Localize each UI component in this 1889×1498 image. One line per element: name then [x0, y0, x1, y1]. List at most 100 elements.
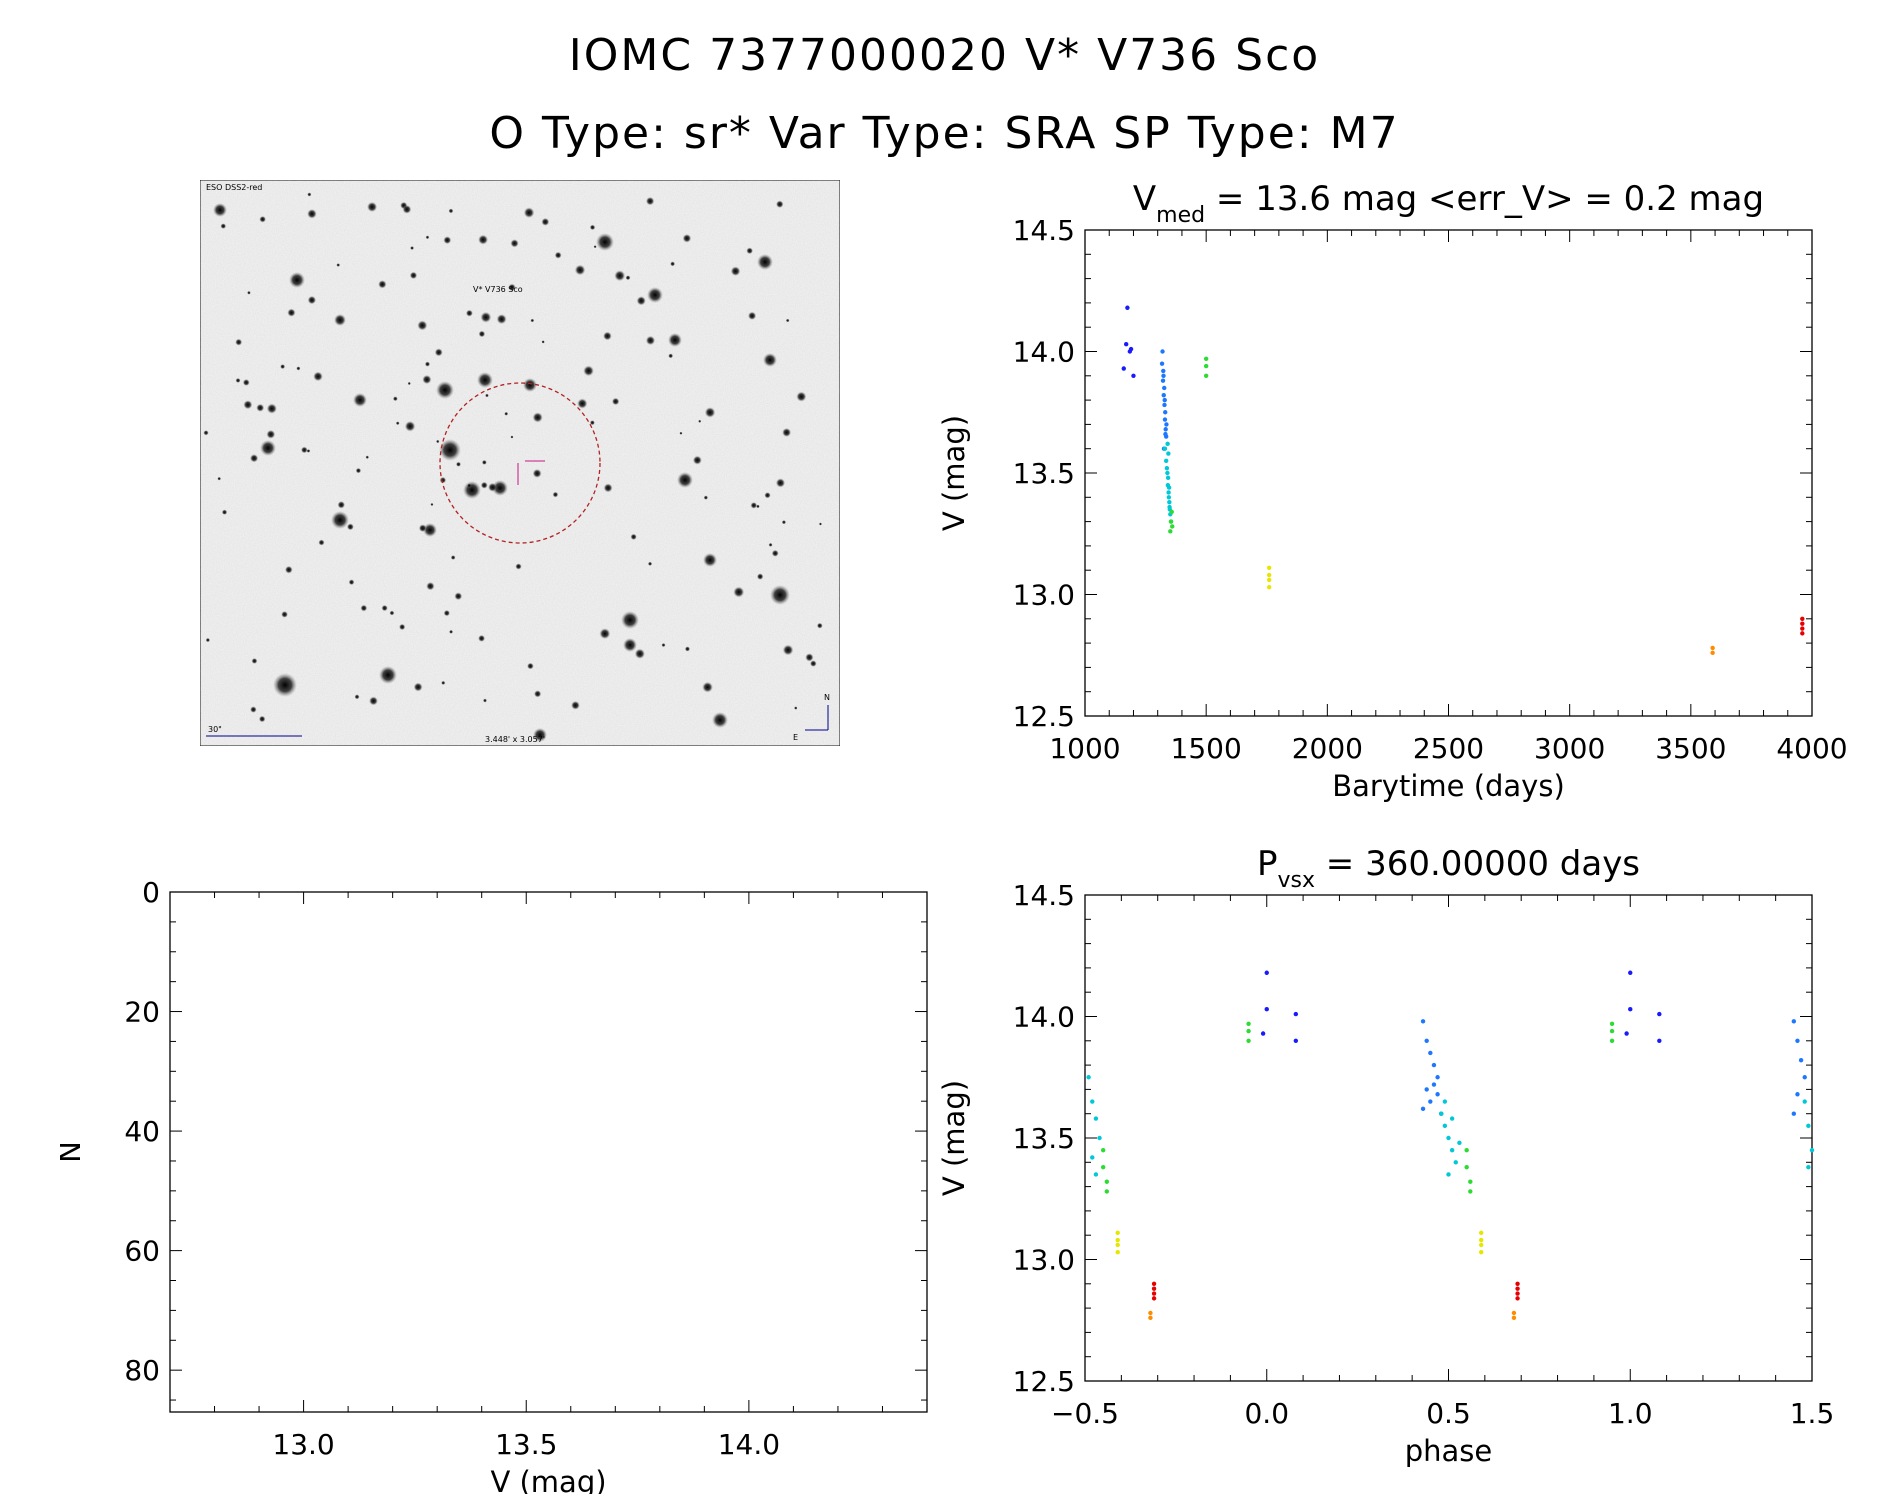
finder-star — [296, 366, 301, 371]
data-point — [1162, 402, 1167, 408]
data-point — [1151, 1286, 1157, 1291]
finder-star — [436, 439, 440, 444]
data-point — [1515, 1281, 1520, 1286]
finder-star — [523, 378, 537, 392]
finder-star — [698, 419, 702, 423]
data-point — [1264, 970, 1269, 975]
data-point — [1166, 485, 1172, 490]
data-point — [1809, 1147, 1815, 1153]
finder-star — [757, 254, 773, 270]
finder-star — [532, 412, 543, 423]
finder-star — [782, 644, 794, 656]
data-point — [1628, 1007, 1633, 1012]
finder-star — [496, 314, 507, 325]
chart-title: Pvsx = 360.00000 days — [1257, 844, 1640, 893]
y-tick-label: 13.5 — [1013, 457, 1075, 490]
data-point — [1086, 1075, 1091, 1080]
data-point — [1121, 366, 1126, 371]
y-tick-label: 13.0 — [1013, 1244, 1075, 1277]
y-tick-label: 12.5 — [1013, 700, 1075, 733]
data-point — [1453, 1160, 1458, 1165]
data-point — [1479, 1237, 1484, 1243]
data-point — [1165, 470, 1170, 476]
finder-star — [463, 481, 481, 499]
finder-star — [418, 524, 427, 533]
data-point — [1435, 1075, 1440, 1080]
data-point — [1115, 1250, 1120, 1255]
data-point — [1420, 1106, 1426, 1112]
data-point — [1795, 1092, 1800, 1097]
finder-star — [280, 364, 286, 370]
x-tick-label: 0.5 — [1426, 1397, 1471, 1430]
finder-star — [331, 511, 349, 529]
finder-star — [485, 393, 489, 398]
finder-star — [423, 523, 437, 537]
data-point — [1428, 1050, 1433, 1056]
data-point — [1800, 616, 1805, 621]
finder-star — [504, 411, 509, 416]
x-tick-label: 14.0 — [718, 1428, 780, 1461]
data-point — [1420, 1019, 1426, 1024]
finder-star — [346, 523, 354, 531]
finder-star — [455, 461, 461, 467]
finder-star — [392, 396, 398, 402]
data-point — [1160, 378, 1166, 383]
finder-star — [379, 666, 397, 684]
finder-star — [603, 331, 612, 341]
finder-star — [630, 533, 637, 541]
finder-star — [477, 372, 493, 388]
plot-frame — [1084, 229, 1813, 717]
finder-star — [369, 696, 378, 706]
data-point — [1128, 346, 1134, 352]
finder-chart-image: ESO DSS2-red V* V736 Sco 30" 3.448' x 3.… — [199, 179, 841, 776]
finder-star — [454, 592, 463, 601]
finder-star — [702, 681, 713, 693]
data-point — [1431, 1082, 1437, 1087]
finder-star — [589, 420, 595, 426]
data-point — [1093, 1172, 1099, 1177]
y-tick-label: 40 — [124, 1115, 160, 1148]
phase-curve-chart: −0.5 0.0 0.5 1.0 1.5 12.5 13.0 13.5 14.0 14.5 phas… — [937, 844, 1834, 1468]
data-point — [1164, 465, 1170, 471]
x-tick-label: 1500 — [1171, 732, 1242, 765]
data-point — [1161, 368, 1166, 374]
finder-star — [611, 397, 620, 406]
data-point — [1468, 1189, 1473, 1194]
data-point — [1151, 1291, 1157, 1296]
finder-star — [625, 275, 631, 281]
finder-star — [203, 430, 209, 436]
finder-star — [636, 296, 646, 306]
finder-star — [541, 340, 545, 344]
y-axis-label: V (mag) — [940, 415, 971, 531]
x-tick-label: 4000 — [1776, 732, 1847, 765]
data-point — [1166, 495, 1172, 500]
finder-star — [307, 192, 312, 197]
finder-star — [661, 643, 666, 648]
phase-curve-panel: −0.5 0.0 0.5 1.0 1.5 12.5 13.0 13.5 14.0 14.5 phas… — [937, 835, 1880, 1498]
finder-star — [307, 209, 317, 219]
x-tick-label: 2500 — [1413, 732, 1484, 765]
data-point — [1166, 451, 1171, 456]
data-point — [1104, 1179, 1110, 1184]
finder-star — [402, 204, 412, 214]
data-point — [1151, 1296, 1157, 1301]
data-point — [1264, 1007, 1269, 1012]
finder-star — [353, 393, 367, 407]
finder-star — [480, 481, 488, 489]
data-point — [1479, 1250, 1484, 1255]
title-rest: = 13.6 mag <err_V> = 0.2 mag — [1205, 179, 1764, 219]
finder-star — [574, 264, 586, 276]
data-point — [1159, 361, 1165, 366]
finder-star — [360, 604, 368, 612]
data-point — [1710, 645, 1715, 651]
y-tick-label: 12.5 — [1013, 1365, 1075, 1398]
finder-star — [213, 203, 227, 217]
data-point — [1164, 422, 1169, 427]
data-point — [1115, 1237, 1120, 1243]
x-axis-label: Barytime (days) — [1332, 769, 1565, 803]
x-tick-label: −0.5 — [1051, 1397, 1119, 1430]
finder-star — [768, 542, 773, 547]
finder-star — [266, 403, 277, 414]
finder-star — [541, 217, 550, 226]
data-point — [1163, 458, 1169, 464]
